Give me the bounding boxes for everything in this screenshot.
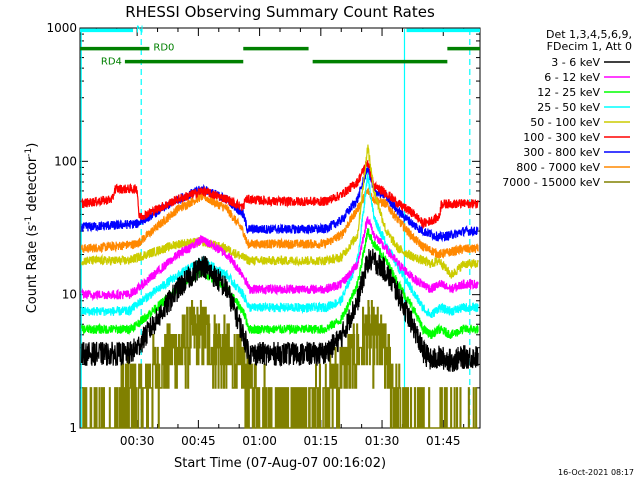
legend-item-label: 300 - 800 keV [523,146,600,159]
series-line [81,300,478,429]
series-line [81,228,479,340]
y-axis-label: Count Rate (s-1 detector-1) [24,143,40,314]
plot-area: 1 10 100 1000 00:30 00:45 01:00 01:15 01:30 01:45… [46,21,481,448]
x-tick-label: 01:00 [242,434,277,448]
series-line [81,216,479,302]
chart-title: RHESSI Observing Summary Count Rates [125,3,435,21]
x-tick-label: 01:45 [426,434,461,448]
x-tick-label: 01:30 [365,434,400,448]
flag-label: RD4 [101,57,122,68]
legend-header: Det 1,3,4,5,6,9, [546,28,632,41]
series-line [81,248,479,373]
flag-label: N [136,24,143,35]
x-tick-label: 01:15 [304,434,339,448]
series-line [81,144,479,279]
series-line [81,159,479,229]
y-tick-label: 100 [54,154,77,168]
legend-item-label: 6 - 12 keV [544,71,600,84]
legend-item-label: 50 - 100 keV [530,116,600,129]
legend-item-label: 3 - 6 keV [551,56,600,69]
x-tick-label: 00:30 [120,434,155,448]
legend-header: FDecim 1, Att 0 [547,40,632,53]
footer-timestamp: 16-Oct-2021 08:17 [558,468,634,477]
x-tick-label: 00:45 [181,434,216,448]
series-line [81,173,479,318]
flag-label: RD0 [153,43,174,54]
x-axis-label: Start Time (07-Aug-07 00:16:02) [174,456,386,471]
y-tick-label: 1000 [46,21,77,35]
legend-item-label: 12 - 25 keV [537,86,600,99]
legend-item-label: 800 - 7000 keV [516,161,600,174]
legend-item-label: 25 - 50 keV [537,101,600,114]
y-tick-label: 1 [69,421,77,435]
y-tick-label: 10 [62,288,77,302]
legend-item-label: 7000 - 15000 keV [502,176,600,189]
series-line [81,187,479,259]
legend-item-label: 100 - 300 keV [523,131,600,144]
legend: Det 1,3,4,5,6,9,FDecim 1, Att 0 3 - 6 keV… [502,28,632,189]
